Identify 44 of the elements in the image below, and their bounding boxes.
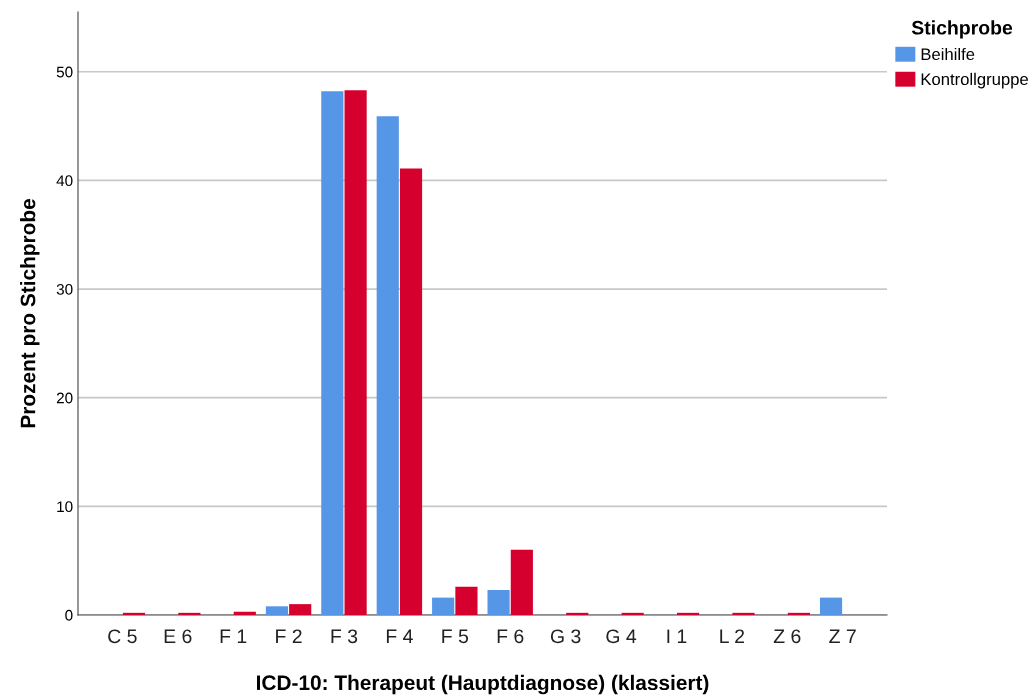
x-tick-label: C 5 — [108, 629, 137, 644]
legend-label: Beihilfe — [921, 47, 975, 61]
bar — [621, 612, 644, 615]
x-tick-label: E 6 — [164, 629, 192, 644]
y-tick-label: 50 — [56, 66, 73, 78]
bar — [432, 597, 455, 615]
bar — [399, 168, 423, 615]
x-tick-label: G 3 — [550, 629, 581, 644]
bar — [122, 612, 146, 615]
y-tick-label: 40 — [56, 175, 73, 187]
x-tick-label: F 3 — [331, 629, 358, 644]
y-tick-label: 20 — [56, 392, 73, 404]
y-tick-label: 30 — [56, 283, 73, 295]
x-tick-label: F 5 — [442, 629, 469, 644]
y-tick-label: 10 — [57, 501, 73, 513]
bar — [455, 586, 478, 615]
bar — [376, 116, 399, 615]
bar — [344, 90, 367, 615]
x-tick-label: F 6 — [497, 629, 524, 644]
x-tick-label: L 2 — [720, 629, 745, 643]
bar — [289, 604, 312, 615]
bar — [233, 611, 256, 615]
legend-title: Stichprobe — [911, 20, 1013, 39]
bar — [732, 612, 755, 615]
bar — [265, 606, 289, 615]
y-axis-title: Prozent pro Stichprobe — [20, 199, 40, 428]
bar — [566, 612, 589, 615]
x-tick-label: I 1 — [667, 629, 687, 643]
bar — [819, 597, 843, 615]
legend-label: Kontrollgruppe — [921, 72, 1028, 89]
bar — [321, 91, 344, 615]
x-tick-label: Z 7 — [829, 629, 856, 643]
x-tick-label: F 2 — [276, 629, 302, 643]
x-tick-label: G 4 — [606, 629, 637, 644]
bar — [487, 590, 510, 615]
x-tick-label: Z 6 — [773, 629, 801, 644]
y-tick-label: 0 — [65, 609, 73, 621]
x-axis-title: ICD-10: Therapeut (Hauptdiagnose) (klassiert) — [257, 674, 709, 695]
bar — [510, 549, 533, 615]
bar — [676, 612, 700, 615]
x-tick-label: F 1 — [220, 629, 247, 643]
x-tick-label: F 4 — [386, 629, 413, 643]
bar — [178, 612, 201, 615]
bar — [787, 612, 810, 615]
